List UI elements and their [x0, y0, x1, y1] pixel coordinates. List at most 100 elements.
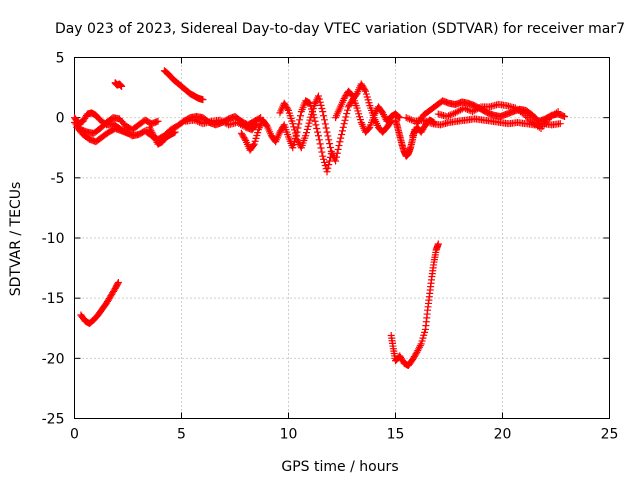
data-point: [195, 118, 203, 126]
data-point: [523, 113, 531, 121]
data-point: [332, 153, 340, 161]
series-arc-16: [77, 279, 122, 327]
data-point: [320, 116, 328, 124]
data-point: [302, 129, 310, 137]
x-tick-label: 25: [601, 427, 619, 443]
data-point: [475, 104, 483, 112]
data-point: [402, 114, 410, 122]
y-tick-label: 0: [56, 111, 65, 127]
plot-frame: [74, 57, 610, 419]
data-point: [520, 110, 528, 118]
data-point: [338, 131, 346, 139]
data-point: [289, 120, 297, 128]
data-point: [154, 117, 162, 125]
data-point: [463, 105, 471, 113]
data-point: [316, 140, 324, 148]
data-point: [296, 112, 304, 120]
data-point: [317, 144, 325, 152]
x-tick-label: 0: [70, 427, 79, 443]
data-point: [291, 129, 299, 137]
y-tick-label: -25: [42, 412, 65, 428]
data-point: [409, 132, 417, 140]
data-point: [372, 108, 380, 116]
y-tick-label: -5: [51, 171, 65, 187]
data-point: [332, 157, 340, 165]
data-point: [448, 110, 456, 118]
data-point: [552, 109, 560, 117]
series-arc-5: [145, 123, 179, 148]
data-point: [317, 101, 325, 109]
data-point: [413, 348, 421, 356]
data-point: [370, 111, 378, 119]
x-tick-label: 20: [494, 427, 512, 443]
data-point: [313, 124, 321, 132]
data-point: [240, 122, 248, 130]
data-point: [335, 142, 343, 150]
data-point: [292, 132, 300, 140]
data-point: [323, 168, 331, 176]
series-arc-7: [182, 116, 260, 134]
data-point: [190, 116, 198, 124]
data-point: [252, 121, 260, 129]
data-point: [319, 108, 327, 116]
y-tick-label: -10: [42, 231, 65, 247]
data-point: [303, 125, 311, 133]
x-axis-label: GPS time / hours: [281, 459, 398, 475]
data-point: [302, 132, 310, 140]
data-point: [249, 141, 257, 149]
series-arc-10: [332, 87, 404, 136]
data-point: [409, 130, 417, 138]
data-point: [361, 86, 369, 94]
data-point: [326, 157, 334, 165]
data-point: [192, 117, 200, 125]
data-point: [343, 110, 351, 118]
data-point: [556, 120, 564, 128]
data-point: [336, 138, 344, 146]
data-point: [342, 113, 350, 121]
data-point: [148, 128, 156, 136]
data-point: [430, 118, 438, 126]
series-arc-9: [276, 80, 395, 165]
series-arc-4: [111, 79, 126, 90]
data-point: [151, 135, 159, 143]
data-point: [535, 123, 543, 131]
data-point: [522, 112, 530, 120]
data-point: [289, 144, 297, 152]
x-tick-label: 10: [280, 427, 298, 443]
data-point: [406, 115, 414, 123]
data-point: [145, 123, 153, 131]
data-point: [396, 114, 404, 122]
y-tick-label: -20: [42, 351, 65, 367]
x-tick-label: 5: [177, 427, 186, 443]
data-point: [284, 105, 292, 113]
data-point: [322, 124, 330, 132]
chart-title: Day 023 of 2023, Sidereal Day-to-day VTE…: [55, 21, 625, 37]
data-point: [147, 127, 155, 135]
data-point: [339, 123, 347, 131]
y-tick-label: -15: [42, 291, 65, 307]
data-point: [241, 135, 249, 143]
data-point: [295, 120, 303, 128]
data-point: [114, 280, 122, 288]
data-point: [337, 134, 345, 142]
data-point: [199, 96, 207, 104]
data-point: [305, 119, 313, 127]
series-arc-17: [387, 240, 442, 370]
axis-ticks: 0 5 10 15 20 25 -25 -20 -15 -10 -5 0 5: [42, 51, 619, 443]
data-point: [462, 105, 470, 113]
data-point: [171, 128, 179, 136]
series-arc-3: [73, 123, 132, 146]
data-point: [118, 82, 126, 90]
data-point: [290, 141, 298, 149]
y-tick-label: 5: [56, 51, 65, 67]
data-point: [371, 110, 379, 118]
data-point: [445, 112, 453, 120]
data-point: [194, 118, 202, 126]
data-point: [314, 132, 322, 140]
data-point: [333, 149, 341, 157]
series-arc-2: [71, 114, 162, 137]
data-point: [415, 345, 423, 353]
series-arc-6: [160, 67, 207, 104]
data-point: [340, 120, 348, 128]
